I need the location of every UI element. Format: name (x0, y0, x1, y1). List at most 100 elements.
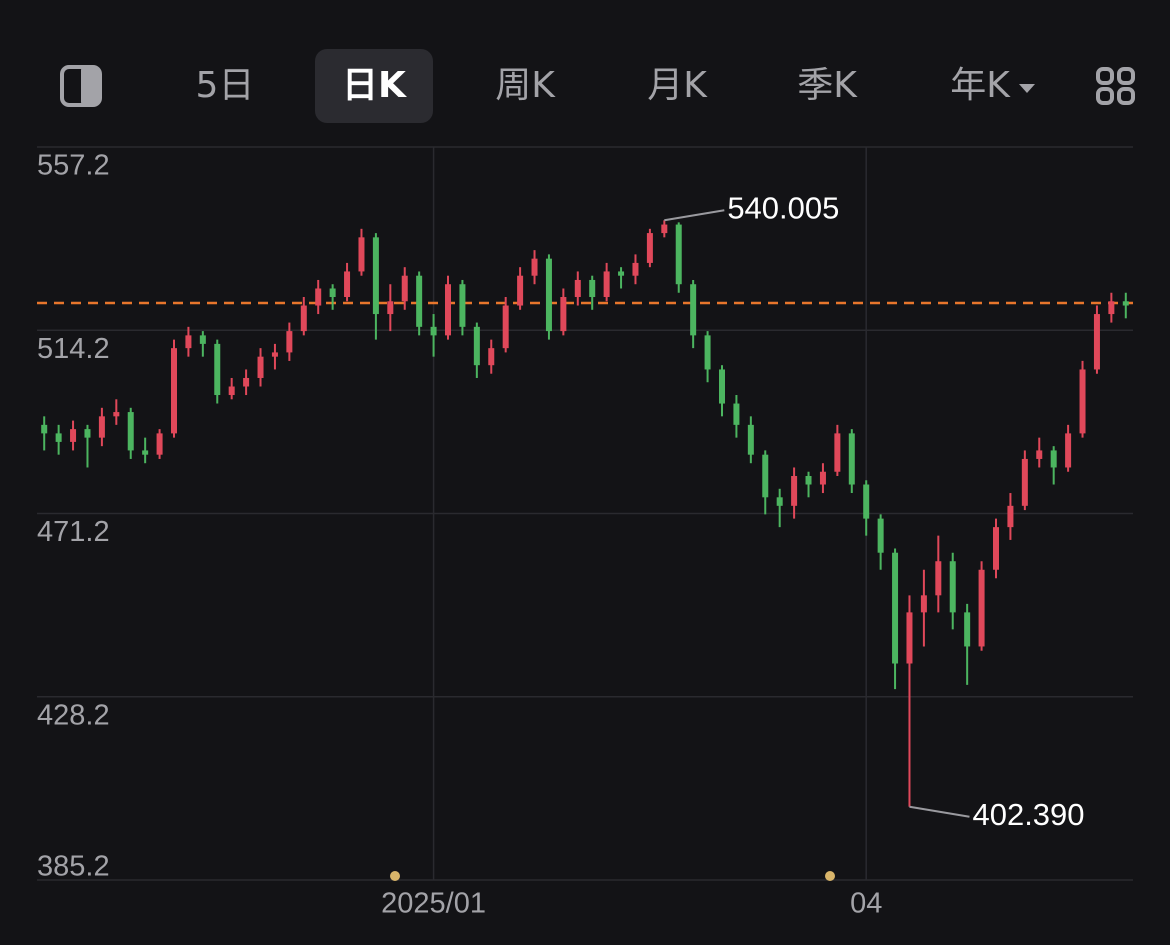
candle-body (848, 433, 855, 485)
candle-body (618, 271, 625, 276)
candle-body (1093, 314, 1100, 370)
candle-body (978, 569, 985, 647)
tab[interactable]: 年K (950, 65, 1011, 106)
candle-body (834, 433, 841, 472)
candle-body (1021, 458, 1028, 506)
y-tick-label: 557.2 (37, 150, 110, 182)
candle-body (1108, 301, 1115, 315)
candle-body (1079, 369, 1086, 434)
candle-body (863, 484, 870, 519)
candle-body (329, 288, 336, 298)
candle-body (733, 403, 740, 425)
candle-body (661, 224, 668, 234)
candle-body (920, 595, 927, 613)
y-tick-label: 471.2 (37, 516, 110, 548)
candle-body (401, 275, 408, 302)
candle-body (560, 297, 567, 332)
event-dot[interactable] (390, 871, 400, 881)
layout-toggle-icon[interactable] (60, 65, 102, 107)
candle-body (819, 471, 826, 485)
event-dot[interactable] (825, 871, 835, 881)
toolbar: 5日 日K 周K 月K 季K 年K (60, 49, 1135, 123)
candle-body (747, 424, 754, 455)
annotation-label: 402.390 (972, 797, 1084, 832)
candle-body (690, 284, 697, 336)
candle-body (55, 433, 62, 442)
candle-body (430, 326, 437, 336)
candle-body (719, 369, 725, 404)
annotation-leader (664, 209, 725, 222)
candle-body (762, 454, 769, 498)
y-tick-label: 514.2 (37, 333, 110, 365)
candle-body (300, 305, 307, 332)
candle-body (791, 475, 798, 506)
candle-body (127, 412, 134, 451)
dropdown-arrow[interactable] (1019, 84, 1035, 93)
tab[interactable]: 5日 (196, 65, 255, 106)
candle-body (517, 275, 524, 306)
candle-body (935, 561, 942, 596)
y-tick-label: 428.2 (37, 699, 110, 731)
tab[interactable]: 周K (495, 65, 556, 106)
candle-body (603, 271, 610, 298)
candle-body (1122, 301, 1129, 306)
candle-body (416, 275, 423, 327)
candle-body (70, 429, 77, 442)
candle-body (84, 429, 91, 438)
candle-body (113, 412, 120, 417)
candle-body (344, 271, 351, 298)
candle-body (41, 424, 48, 434)
candle-body (531, 258, 538, 276)
candle-body (372, 237, 379, 315)
candle-body (589, 279, 596, 298)
tab[interactable]: 月K (647, 65, 708, 106)
candle-body (805, 475, 812, 485)
candle-body (776, 497, 783, 506)
candle-body (1065, 433, 1072, 468)
candle-body (171, 348, 177, 434)
candle-body (243, 377, 250, 387)
candle-body (156, 433, 163, 455)
candle-body (646, 233, 653, 263)
candle-body (214, 343, 221, 396)
candle-body (906, 612, 913, 664)
candle-body (993, 527, 999, 570)
candle-body (949, 561, 956, 613)
candle-body (459, 284, 466, 327)
candle-body (632, 262, 639, 276)
candle-body (142, 450, 149, 455)
candle-body (473, 326, 480, 366)
candle-body (445, 284, 451, 336)
candle-body (574, 279, 581, 298)
candle-body (502, 305, 509, 349)
candle-body (358, 237, 365, 272)
candle-body (1007, 505, 1014, 528)
candle-body (199, 335, 206, 344)
candle-body (675, 224, 682, 285)
candle-body (1036, 450, 1043, 459)
candle-body (271, 352, 278, 357)
candle-body (185, 335, 192, 349)
tab[interactable]: 季K (797, 65, 858, 106)
candle-body (257, 356, 264, 378)
candle-body (488, 348, 495, 366)
candle-body (704, 335, 711, 370)
x-tick-label: 2025/01 (381, 888, 486, 920)
candle-body (286, 331, 293, 353)
candle-body (1050, 450, 1057, 468)
candle-body (877, 518, 884, 553)
tab[interactable]: 日K (342, 65, 407, 106)
candle-body (545, 258, 552, 332)
candle-body (228, 386, 235, 396)
more-icon[interactable] (1096, 67, 1135, 105)
candle-body (964, 612, 971, 647)
annotation-label: 540.005 (727, 190, 839, 225)
candle-body (315, 288, 322, 306)
candle-body (892, 552, 899, 664)
tab-highlight (315, 49, 433, 123)
x-tick-label: 04 (850, 888, 882, 920)
candle-body (387, 301, 394, 315)
